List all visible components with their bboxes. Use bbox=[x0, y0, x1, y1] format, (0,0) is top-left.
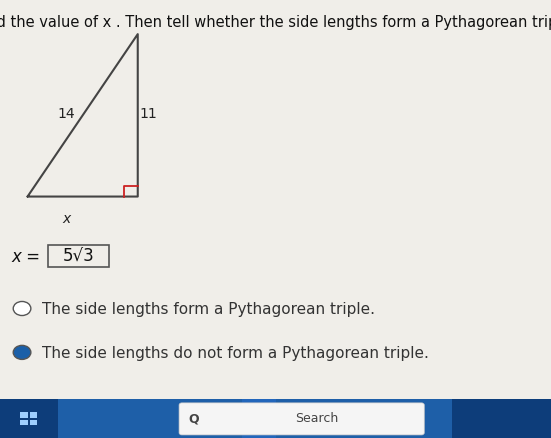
Text: Find the value of x . Then tell whether the side lengths form a Pythagorean trip: Find the value of x . Then tell whether … bbox=[0, 15, 551, 30]
Text: 14: 14 bbox=[57, 107, 75, 121]
Bar bbox=[0, 399, 551, 438]
Bar bbox=[20, 420, 28, 425]
Text: Q: Q bbox=[188, 411, 199, 424]
Circle shape bbox=[13, 346, 31, 360]
Text: 5√3: 5√3 bbox=[63, 247, 94, 265]
Text: The side lengths form a Pythagorean triple.: The side lengths form a Pythagorean trip… bbox=[42, 301, 375, 316]
Circle shape bbox=[13, 302, 31, 316]
Text: x =: x = bbox=[11, 247, 40, 265]
FancyBboxPatch shape bbox=[48, 246, 109, 267]
Bar bbox=[20, 412, 28, 418]
Text: x: x bbox=[62, 212, 70, 226]
Text: 11: 11 bbox=[140, 107, 158, 121]
Text: The side lengths do not form a Pythagorean triple.: The side lengths do not form a Pythagore… bbox=[42, 345, 429, 360]
Bar bbox=[30, 420, 37, 425]
Bar bbox=[30, 412, 37, 418]
Bar bbox=[452, 399, 551, 438]
Bar bbox=[242, 399, 276, 438]
Text: Search: Search bbox=[295, 411, 338, 424]
FancyBboxPatch shape bbox=[179, 403, 424, 435]
Bar bbox=[0, 399, 58, 438]
